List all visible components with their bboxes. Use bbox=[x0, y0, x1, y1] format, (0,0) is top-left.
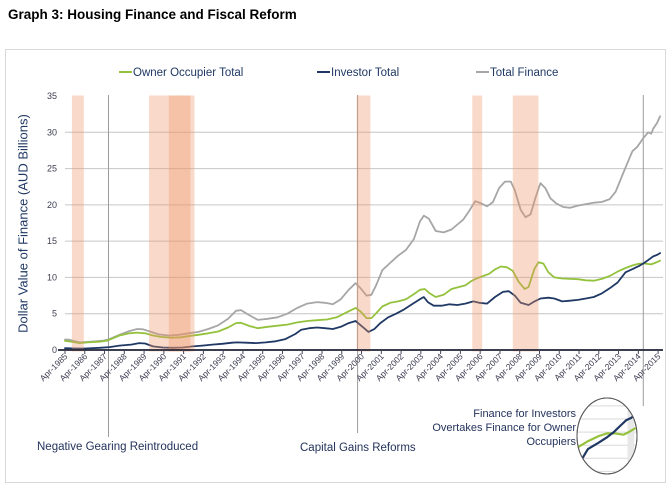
svg-text:25: 25 bbox=[47, 164, 57, 174]
legend-item-owner-occupier: Owner Occupier Total bbox=[119, 67, 243, 79]
svg-text:15: 15 bbox=[47, 236, 57, 246]
y-axis-title: Dollar Value of Finance (AUD Billions) bbox=[15, 114, 31, 333]
svg-text:30: 30 bbox=[47, 127, 57, 137]
total-finance-line-swatch-icon bbox=[476, 70, 489, 73]
svg-text:5: 5 bbox=[52, 309, 57, 319]
svg-text:10: 10 bbox=[47, 272, 57, 282]
page-title: Graph 3: Housing Finance and Fiscal Refo… bbox=[8, 7, 297, 22]
svg-text:35: 35 bbox=[47, 91, 57, 101]
annotation-investor-overtake: Finance for Investors Overtakes Finance … bbox=[432, 408, 576, 448]
chart-panel bbox=[5, 49, 666, 483]
legend-item-total-finance: Total Finance bbox=[476, 67, 558, 79]
investor-line-swatch-icon bbox=[317, 70, 330, 73]
svg-text:20: 20 bbox=[47, 200, 57, 210]
legend-label-total-finance: Total Finance bbox=[490, 67, 559, 79]
legend-item-investor: Investor Total bbox=[317, 67, 399, 79]
annotation-negative-gearing: Negative Gearing Reintroduced bbox=[37, 441, 199, 453]
legend-label-investor: Investor Total bbox=[331, 67, 400, 79]
owner-occupier-line-swatch-icon bbox=[119, 70, 132, 73]
svg-text:0: 0 bbox=[52, 345, 57, 355]
legend-label-owner-occupier: Owner Occupier Total bbox=[133, 67, 244, 79]
annotation-capital-gains: Capital Gains Reforms bbox=[300, 442, 416, 454]
